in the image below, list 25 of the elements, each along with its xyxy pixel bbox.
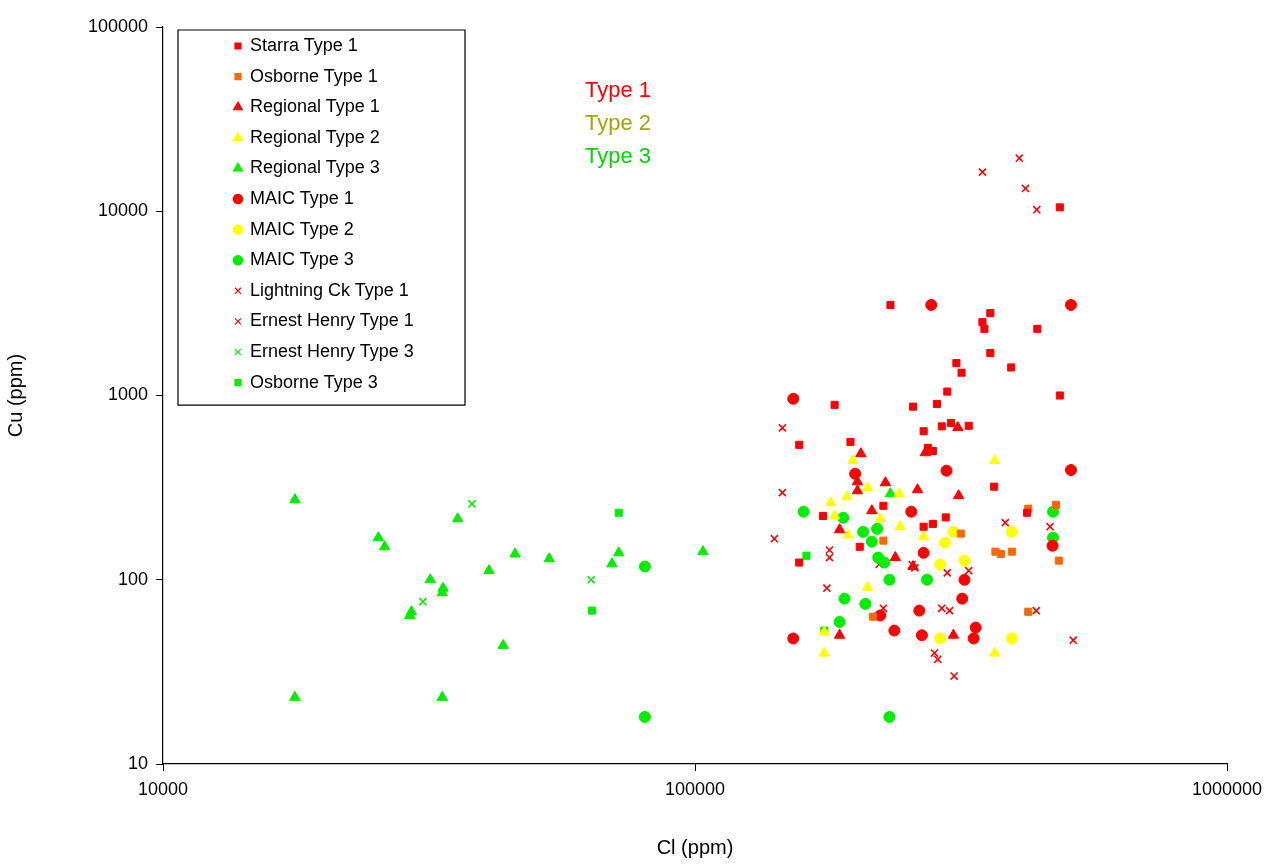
legend-label: Regional Type 2 <box>250 126 380 147</box>
x-tick-label: 10000 <box>137 778 189 799</box>
x-tick-label: 1000000 <box>1191 778 1263 799</box>
x-axis-title: Cl (ppm) <box>656 835 734 858</box>
legend-label: Regional Type 3 <box>250 157 380 178</box>
y-tick-label: 10000 <box>97 200 148 221</box>
legend-label: MAIC Type 3 <box>250 249 354 270</box>
y-tick-label: 100000 <box>87 15 148 36</box>
annotation: Type 3 <box>585 143 652 169</box>
legend-label: Starra Type 1 <box>250 34 358 55</box>
legend-label: MAIC Type 2 <box>250 218 354 239</box>
annotation: Type 2 <box>585 110 652 136</box>
x-tick-label: 100000 <box>664 778 726 799</box>
legend-label: Lightning Ck Type 1 <box>250 279 409 300</box>
y-tick-label: 1000 <box>107 384 148 405</box>
legend-label: MAIC Type 1 <box>250 187 354 208</box>
y-tick-label: 100 <box>117 568 148 589</box>
y-tick-label: 10 <box>127 752 148 773</box>
annotation: Type 1 <box>585 77 652 103</box>
legend-label: Regional Type 1 <box>250 96 380 117</box>
legend-label: Ernest Henry Type 3 <box>250 340 414 361</box>
legend-label: Osborne Type 1 <box>250 65 378 86</box>
legend-label: Ernest Henry Type 1 <box>250 310 414 331</box>
legend-label: Osborne Type 3 <box>250 371 378 392</box>
y-axis-title: Cu (ppm) <box>3 353 26 438</box>
